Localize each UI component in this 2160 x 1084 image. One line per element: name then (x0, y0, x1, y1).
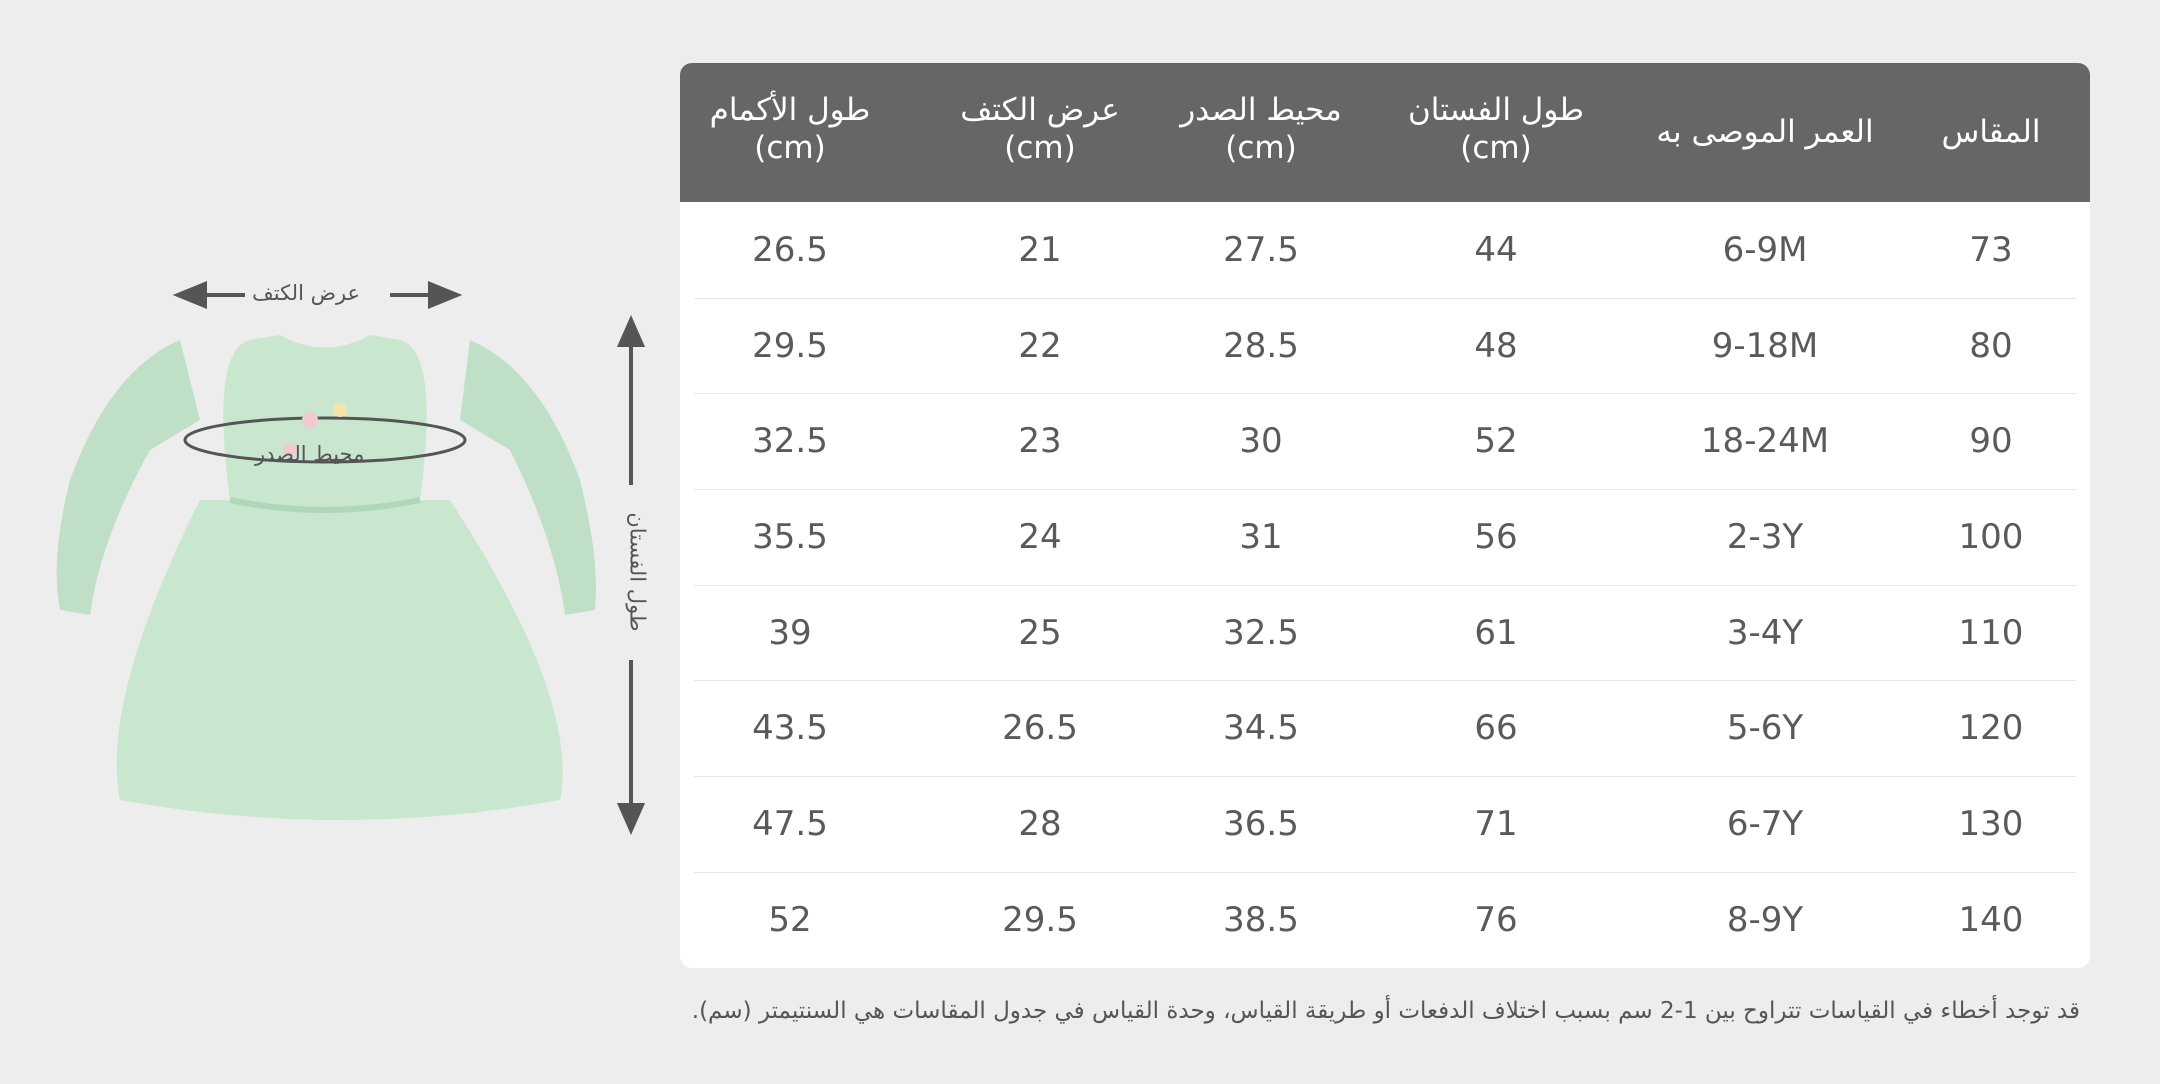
table-row: 100 2-3Y 56 31 24 35.5 (694, 489, 2076, 586)
header-dress-length: طول الفستان (cm) (1408, 91, 1584, 167)
cell-age: 5-6Y (1726, 708, 1804, 749)
cell-shoulder: 28 (1018, 804, 1062, 845)
cell-chest: 30 (1239, 421, 1283, 462)
cell-shoulder: 21 (1018, 229, 1062, 270)
chest-label: محيط الصدر (255, 442, 365, 466)
cell-age: 8-9Y (1726, 899, 1804, 940)
cell-shoulder: 22 (1018, 325, 1062, 366)
cell-size: 80 (1969, 325, 2013, 366)
cell-shoulder: 24 (1018, 516, 1062, 557)
table-row: 73 6-9M 44 27.5 21 26.5 (694, 202, 2076, 299)
cell-sleeve: 52 (768, 899, 812, 940)
header-unit: (cm) (1004, 130, 1076, 166)
cell-sleeve: 29.5 (752, 325, 828, 366)
cell-shoulder: 25 (1018, 612, 1062, 653)
dress-length-label: طول الفستان (625, 512, 650, 632)
cell-dress-length: 48 (1474, 325, 1518, 366)
cell-chest: 31 (1239, 516, 1283, 557)
cell-size: 120 (1958, 708, 2024, 749)
cell-sleeve: 39 (768, 612, 812, 653)
dress-shape (56, 335, 596, 820)
cell-age: 3-4Y (1726, 612, 1804, 653)
length-arrow-icon (616, 315, 646, 835)
cell-size: 110 (1958, 612, 2024, 653)
dress-image (56, 281, 646, 835)
cell-dress-length: 71 (1474, 804, 1518, 845)
cell-age: 6-7Y (1726, 804, 1804, 845)
cell-shoulder: 29.5 (1002, 899, 1078, 940)
cell-size: 100 (1958, 516, 2024, 557)
cell-dress-length: 56 (1474, 516, 1518, 557)
table-row: 130 6-7Y 71 36.5 28 47.5 (694, 776, 2076, 873)
cell-age: 2-3Y (1726, 516, 1804, 557)
header-unit: (cm) (1460, 130, 1532, 166)
cell-sleeve: 35.5 (752, 516, 828, 557)
cell-sleeve: 26.5 (752, 229, 828, 270)
header-title: عرض الكتف (960, 92, 1120, 128)
header-age: العمر الموصى به (1656, 113, 1873, 151)
cell-age: 18-24M (1700, 421, 1830, 462)
cell-sleeve: 43.5 (752, 708, 828, 749)
cell-chest: 38.5 (1223, 899, 1299, 940)
header-sleeve: طول الأكمام (cm) (710, 91, 871, 167)
cell-chest: 28.5 (1223, 325, 1299, 366)
cell-age: 9-18M (1711, 325, 1819, 366)
header-title: طول الفستان (1407, 92, 1585, 128)
table-row: 110 3-4Y 61 32.5 25 39 (694, 585, 2076, 682)
cell-sleeve: 32.5 (752, 421, 828, 462)
shoulder-arrow-icon (172, 281, 463, 309)
cell-shoulder: 26.5 (1002, 708, 1078, 749)
cell-dress-length: 52 (1474, 421, 1518, 462)
cell-size: 130 (1958, 804, 2024, 845)
header-title: العمر الموصى به (1656, 114, 1874, 150)
header-title: المقاس (1941, 114, 2041, 150)
table-row: 80 9-18M 48 28.5 22 29.5 (694, 298, 2076, 395)
header-unit: (cm) (1225, 130, 1297, 166)
header-title: طول الأكمام (709, 92, 871, 128)
cell-size: 73 (1969, 229, 2013, 270)
header-chest: محيط الصدر (cm) (1180, 91, 1341, 167)
cell-size: 90 (1969, 421, 2013, 462)
cell-chest: 36.5 (1223, 804, 1299, 845)
table-row: 120 5-6Y 66 34.5 26.5 43.5 (694, 681, 2076, 778)
cell-dress-length: 44 (1474, 229, 1518, 270)
table-header: المقاس العمر الموصى به طول الفستان (cm) م… (680, 63, 2090, 202)
shoulder-width-label: عرض الكتف (252, 281, 361, 305)
table-row: 90 18-24M 52 30 23 32.5 (694, 393, 2076, 491)
dress-illustration: عرض الكتف محيط الصدر طول الفستان (0, 0, 680, 1080)
cell-chest: 32.5 (1223, 612, 1299, 653)
cell-dress-length: 66 (1474, 708, 1518, 749)
cell-size: 140 (1958, 899, 2024, 940)
cell-sleeve: 47.5 (752, 804, 828, 845)
cell-dress-length: 61 (1474, 612, 1518, 653)
cell-dress-length: 76 (1474, 899, 1518, 940)
cell-chest: 34.5 (1223, 708, 1299, 749)
size-chart-table: المقاس العمر الموصى به طول الفستان (cm) م… (680, 63, 2090, 968)
header-size: المقاس (1942, 113, 2041, 151)
cell-chest: 27.5 (1223, 229, 1299, 270)
header-title: محيط الصدر (1180, 92, 1342, 128)
cell-age: 6-9M (1722, 229, 1808, 270)
table-row: 140 8-9Y 76 38.5 29.5 52 (694, 872, 2076, 968)
header-shoulder: عرض الكتف (cm) (960, 91, 1120, 167)
measurement-footnote: قد توجد أخطاء في القياسات تتراوح بين 1-2… (691, 998, 2080, 1024)
cell-shoulder: 23 (1018, 421, 1062, 462)
header-unit: (cm) (754, 130, 826, 166)
